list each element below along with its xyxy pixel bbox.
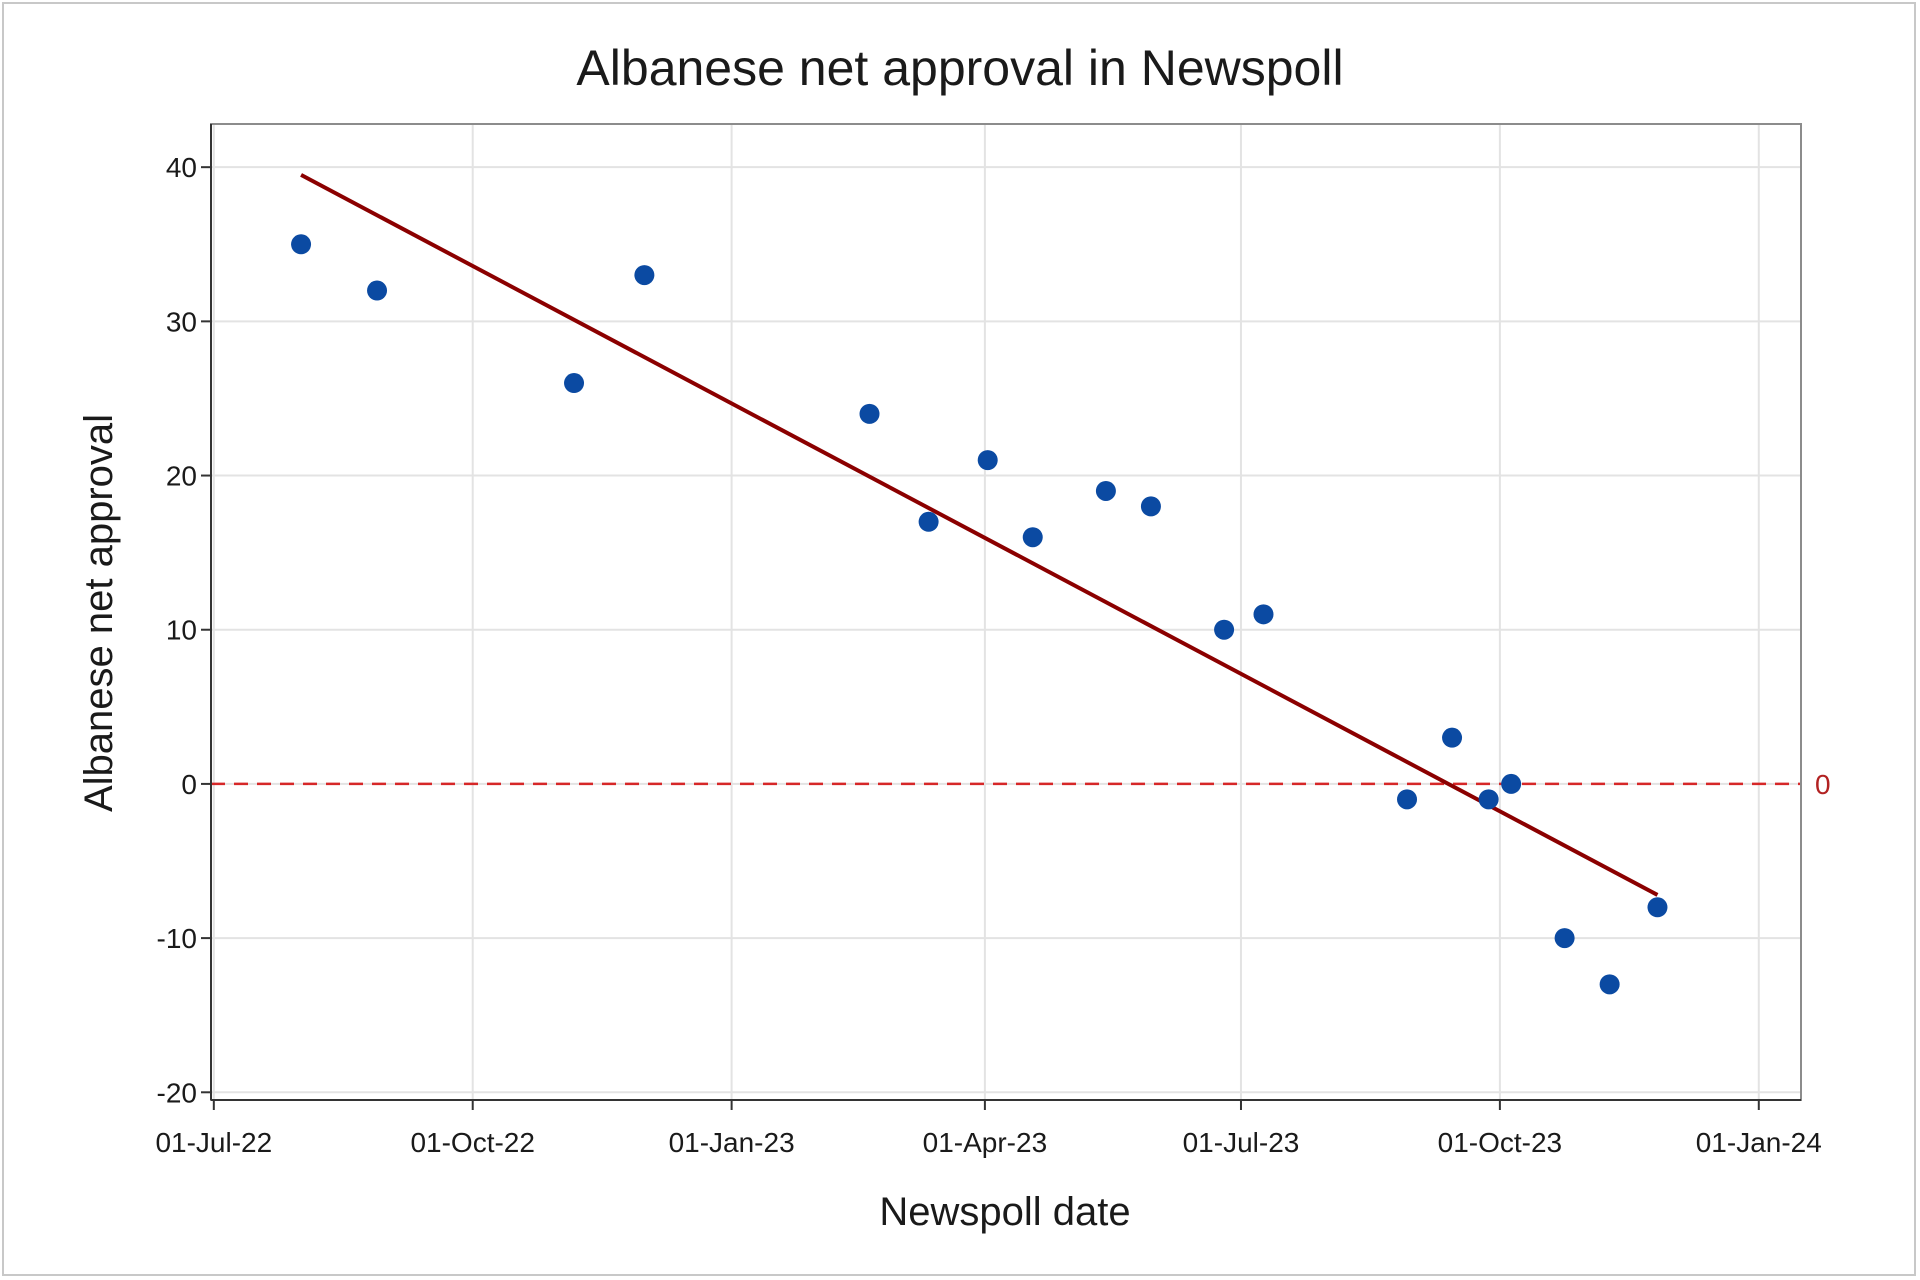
plot-area-border bbox=[210, 123, 1802, 1101]
y-tick-label: 10 bbox=[166, 615, 197, 646]
axes: 40 30 20 10 0 -10 -20 01-Jul-22 01-Oct-22 01-Jan-… bbox=[155, 124, 1822, 1158]
data-point bbox=[1442, 727, 1463, 748]
x-axis-title: Newspoll date bbox=[879, 1190, 1130, 1234]
data-point bbox=[859, 403, 880, 424]
data-point bbox=[1647, 897, 1668, 918]
data-point bbox=[1478, 789, 1499, 810]
trend-line-group bbox=[300, 173, 1659, 897]
x-tick-label: 01-Jan-23 bbox=[669, 1127, 795, 1158]
y-tick-label: 40 bbox=[166, 152, 197, 183]
data-point bbox=[367, 280, 388, 301]
reference-line-group: 0 bbox=[211, 769, 1831, 800]
x-tick-label: 01-Jan-24 bbox=[1696, 1127, 1822, 1158]
x-tick-label: 01-Oct-22 bbox=[410, 1127, 535, 1158]
chart-title: Albanese net approval in Newspoll bbox=[576, 40, 1343, 96]
data-point bbox=[1253, 604, 1274, 625]
data-point bbox=[634, 265, 655, 286]
data-point bbox=[291, 234, 312, 255]
data-point bbox=[1140, 496, 1161, 517]
data-points bbox=[291, 234, 1668, 995]
x-tick-label: 01-Jul-22 bbox=[155, 1127, 272, 1158]
data-point bbox=[1214, 619, 1235, 640]
y-axis-title: Albanese net approval bbox=[77, 414, 121, 812]
y-tick-label: 0 bbox=[181, 769, 197, 800]
data-point bbox=[1554, 928, 1575, 949]
data-point bbox=[977, 450, 998, 471]
y-tick-label: 30 bbox=[166, 306, 197, 337]
x-tick-label: 01-Jul-23 bbox=[1183, 1127, 1300, 1158]
x-tick-label: 01-Apr-23 bbox=[923, 1127, 1048, 1158]
data-point bbox=[1501, 773, 1522, 794]
data-point bbox=[564, 373, 585, 394]
data-point bbox=[1022, 527, 1043, 548]
y-tick-label: -10 bbox=[157, 923, 197, 954]
data-point bbox=[1599, 974, 1620, 995]
gridlines bbox=[211, 124, 1801, 1100]
y-tick-label: -20 bbox=[157, 1077, 197, 1108]
reference-line-label: 0 bbox=[1815, 769, 1831, 800]
trend-line bbox=[300, 173, 1659, 897]
data-point bbox=[1397, 789, 1418, 810]
data-point bbox=[918, 511, 939, 532]
data-point bbox=[1095, 480, 1116, 501]
y-tick-label: 20 bbox=[166, 461, 197, 492]
x-tick-label: 01-Oct-23 bbox=[1438, 1127, 1563, 1158]
